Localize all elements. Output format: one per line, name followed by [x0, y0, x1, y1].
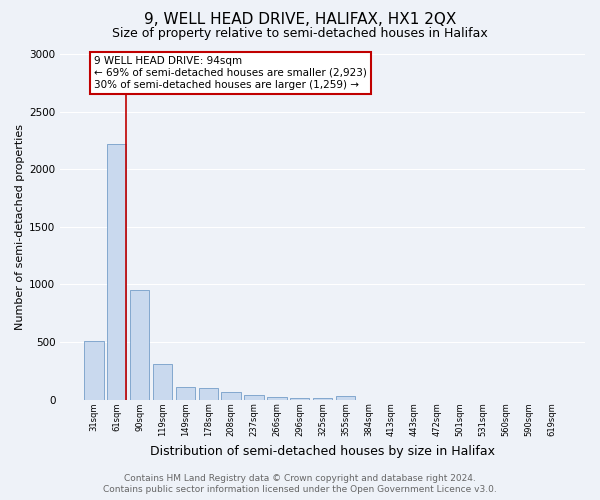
Bar	[267, 397, 287, 400]
Y-axis label: Number of semi-detached properties: Number of semi-detached properties	[15, 124, 25, 330]
Text: 9, WELL HEAD DRIVE, HALIFAX, HX1 2QX: 9, WELL HEAD DRIVE, HALIFAX, HX1 2QX	[144, 12, 456, 28]
Bar	[107, 144, 127, 400]
Bar	[84, 342, 104, 400]
Bar	[313, 398, 332, 400]
Text: Contains HM Land Registry data © Crown copyright and database right 2024.
Contai: Contains HM Land Registry data © Crown c…	[103, 474, 497, 494]
Bar	[153, 364, 172, 400]
Bar	[176, 386, 195, 400]
Text: 9 WELL HEAD DRIVE: 94sqm
← 69% of semi-detached houses are smaller (2,923)
30% o: 9 WELL HEAD DRIVE: 94sqm ← 69% of semi-d…	[94, 56, 367, 90]
X-axis label: Distribution of semi-detached houses by size in Halifax: Distribution of semi-detached houses by …	[150, 444, 495, 458]
Text: Size of property relative to semi-detached houses in Halifax: Size of property relative to semi-detach…	[112, 28, 488, 40]
Bar	[199, 388, 218, 400]
Bar	[130, 290, 149, 400]
Bar	[336, 396, 355, 400]
Bar	[290, 398, 310, 400]
Bar	[244, 394, 264, 400]
Bar	[221, 392, 241, 400]
